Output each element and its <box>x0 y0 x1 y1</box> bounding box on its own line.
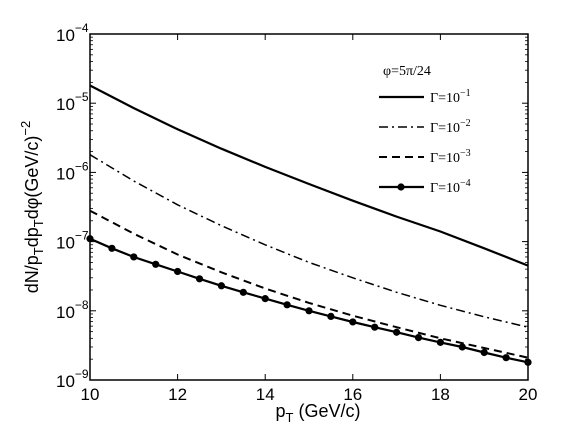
legend-label-3: Γ=10−3 <box>430 148 471 166</box>
y-tick-label: 10−5 <box>56 90 89 114</box>
series-4-marker <box>261 295 269 303</box>
series-4-marker <box>414 333 423 342</box>
legend-label-4: Γ=10−4 <box>430 178 471 196</box>
x-tick-label: 20 <box>519 385 538 404</box>
y-tick-label: 10−9 <box>56 367 89 391</box>
series-4-marker <box>174 267 182 276</box>
legend-marker <box>397 183 405 191</box>
x-tick-label: 18 <box>431 385 450 404</box>
legend: φ=5π/24 Γ=10−1 Γ=10−2 Γ=10−3 Γ=10−4 <box>379 64 471 196</box>
series-4-marker <box>349 318 357 326</box>
series-4-marker <box>108 244 116 252</box>
ticks <box>89 33 529 381</box>
plot-frame <box>89 33 529 381</box>
x-tick-label: 10 <box>81 385 100 404</box>
series-4-marker <box>152 260 160 268</box>
series-4-marker <box>436 338 444 346</box>
series-4-marker <box>239 288 247 296</box>
y-tick-label: 10−8 <box>56 298 89 322</box>
x-tick-label: 14 <box>256 385 275 404</box>
series-4-marker <box>393 328 401 336</box>
x-tick-label: 12 <box>168 385 187 404</box>
series-4-marker <box>480 348 488 357</box>
curves <box>86 84 532 366</box>
series-line-1 <box>89 84 529 267</box>
y-axis-label: dN/pTdpTdφ(GeV/c)−2 <box>18 121 46 294</box>
series-4-marker <box>130 253 138 261</box>
series-4-marker <box>371 323 379 331</box>
series-4-marker <box>195 275 204 283</box>
series-line-2 <box>89 154 529 328</box>
series-4-marker <box>283 301 291 309</box>
series-line-3 <box>89 209 529 359</box>
series-4-marker <box>305 307 313 315</box>
x-tick-label: 16 <box>343 385 362 404</box>
y-tick-label: 10−7 <box>56 229 89 253</box>
x-axis-label: pT (GeV/c) <box>276 401 361 425</box>
series-4-marker <box>502 354 510 362</box>
legend-label-1: Γ=10−1 <box>430 88 471 106</box>
series-4-marker <box>327 312 335 320</box>
series-4-marker <box>217 282 225 290</box>
legend-title: φ=5π/24 <box>383 64 431 79</box>
y-tick-label: 10−4 <box>56 21 89 45</box>
series-4-marker <box>86 235 94 243</box>
y-tick-label: 10−6 <box>56 159 89 183</box>
series-4-marker <box>524 358 532 366</box>
tick-labels: 10 12 14 16 18 20 10−9 10−8 10−7 10−6 10−5 10−4 <box>56 21 537 404</box>
series-4-marker <box>458 343 466 351</box>
legend-label-2: Γ=10−2 <box>430 118 471 136</box>
